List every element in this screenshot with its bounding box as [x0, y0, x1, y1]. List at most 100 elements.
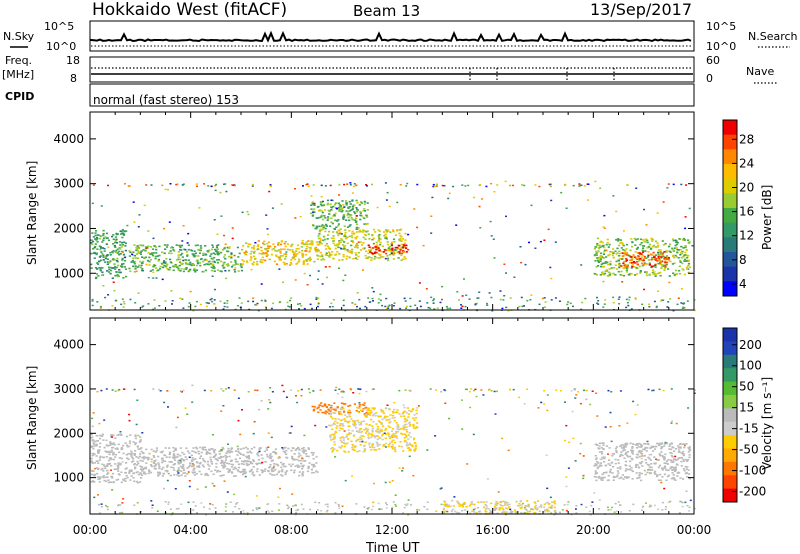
data-point — [105, 388, 108, 390]
data-point — [639, 272, 642, 274]
data-point — [388, 245, 391, 248]
data-point — [366, 413, 369, 415]
data-point — [609, 509, 612, 511]
data-point — [280, 203, 283, 205]
data-point — [302, 447, 305, 449]
data-point — [682, 468, 685, 470]
data-point — [306, 243, 309, 245]
data-point — [663, 462, 666, 464]
data-point — [92, 236, 95, 238]
data-point — [318, 216, 321, 219]
data-point — [327, 247, 330, 249]
data-point — [272, 466, 275, 469]
data-point — [641, 249, 644, 252]
data-point — [269, 457, 272, 460]
data-point — [154, 468, 157, 470]
data-point — [140, 447, 143, 449]
data-point — [634, 256, 637, 259]
data-point — [211, 258, 214, 261]
data-point — [164, 188, 167, 191]
data-point — [209, 503, 212, 505]
data-point — [152, 450, 155, 452]
data-point — [363, 413, 366, 415]
data-point — [311, 211, 314, 214]
data-point — [641, 251, 645, 253]
data-point — [509, 510, 513, 512]
data-point — [105, 504, 107, 507]
data-point — [112, 243, 115, 245]
data-point — [349, 203, 352, 205]
data-point — [317, 297, 320, 299]
data-point — [155, 267, 158, 269]
data-point — [332, 235, 335, 237]
data-point — [338, 207, 341, 210]
data-point — [545, 502, 548, 504]
data-point — [334, 420, 337, 423]
data-point — [322, 204, 325, 206]
data-point — [594, 180, 597, 183]
data-point — [192, 501, 195, 503]
data-point — [587, 199, 589, 201]
data-point — [373, 255, 377, 258]
data-point — [393, 448, 397, 451]
data-point — [631, 451, 634, 454]
data-point — [468, 390, 471, 393]
data-point — [372, 505, 375, 508]
data-point — [596, 444, 599, 446]
data-point — [405, 251, 408, 253]
data-point — [327, 245, 330, 248]
data-point — [678, 471, 681, 474]
data-point — [226, 246, 229, 249]
data-point — [173, 456, 176, 459]
data-point — [269, 466, 272, 468]
data-point — [684, 501, 687, 504]
data-point — [365, 214, 368, 217]
data-point — [180, 244, 183, 247]
data-point — [252, 300, 255, 303]
data-point — [236, 502, 239, 504]
data-point — [187, 466, 191, 468]
data-point — [465, 388, 468, 391]
data-point — [189, 290, 192, 293]
data-point — [688, 456, 691, 459]
data-point — [320, 402, 323, 404]
data-point — [293, 453, 296, 455]
data-point — [119, 230, 122, 232]
data-point — [647, 456, 650, 459]
data-point — [622, 267, 625, 270]
data-point — [389, 420, 392, 423]
data-point — [284, 253, 288, 255]
data-point — [385, 502, 387, 504]
data-point — [246, 211, 249, 213]
data-point — [166, 479, 169, 482]
data-point — [362, 236, 365, 239]
data-point — [605, 243, 608, 246]
data-point — [533, 511, 536, 514]
data-point — [177, 467, 180, 469]
data-point — [214, 458, 217, 460]
data-point — [597, 466, 600, 468]
data-point — [137, 247, 140, 250]
data-point — [198, 262, 201, 264]
data-point — [627, 304, 630, 307]
data-point — [381, 438, 384, 441]
data-point — [657, 257, 660, 260]
data-point — [272, 467, 275, 470]
data-point — [593, 492, 596, 494]
data-point — [640, 242, 643, 244]
data-point — [503, 295, 506, 297]
data-point — [108, 262, 111, 264]
data-point — [684, 245, 687, 247]
data-point — [368, 446, 372, 448]
data-point — [268, 511, 270, 513]
data-point — [626, 443, 629, 446]
data-point — [333, 203, 336, 206]
data-point — [251, 471, 254, 473]
data-point — [106, 464, 109, 467]
data-point — [595, 458, 598, 461]
data-point — [105, 480, 108, 483]
data-point — [612, 273, 615, 275]
data-point — [215, 462, 218, 465]
data-point — [385, 419, 388, 421]
data-point — [227, 449, 230, 452]
